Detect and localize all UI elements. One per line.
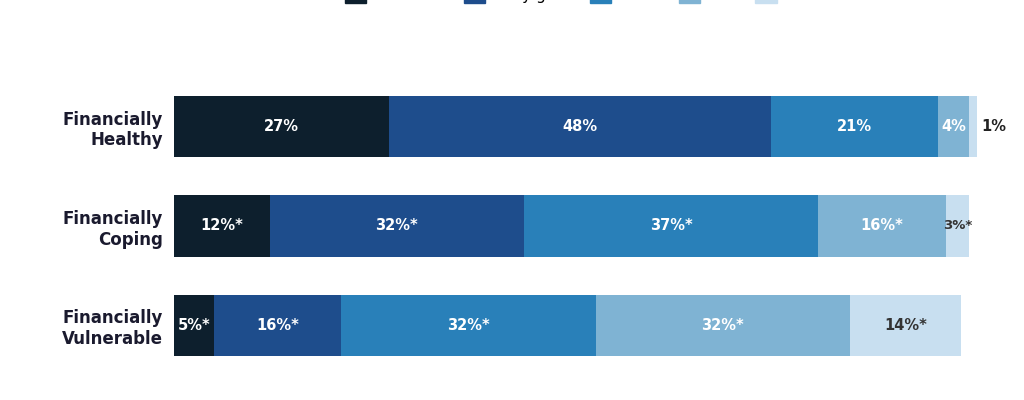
Text: 1%: 1%	[981, 119, 1007, 134]
Bar	[596, 294, 850, 356]
Text: 4%: 4%	[941, 119, 966, 134]
Bar	[850, 294, 962, 356]
Text: 3%*: 3%*	[943, 220, 972, 232]
Bar	[174, 96, 389, 158]
Text: 5%*: 5%*	[177, 318, 210, 333]
Bar	[389, 96, 771, 158]
Bar	[341, 294, 596, 356]
Bar	[214, 294, 341, 356]
Text: 16%*: 16%*	[256, 318, 299, 333]
Text: 32%*: 32%*	[701, 318, 744, 333]
Bar	[938, 96, 970, 158]
Bar	[970, 96, 977, 158]
Text: 27%: 27%	[264, 119, 299, 134]
Text: 16%*: 16%*	[860, 218, 903, 234]
Bar	[174, 294, 214, 356]
Bar	[771, 96, 938, 158]
Text: 32%*: 32%*	[447, 318, 489, 333]
Bar	[524, 195, 818, 257]
Text: 14%*: 14%*	[885, 318, 927, 333]
Text: 21%: 21%	[837, 119, 871, 134]
Bar	[818, 195, 945, 257]
Bar	[174, 195, 269, 257]
Bar	[269, 195, 524, 257]
Legend: Excellent, Very good, Good, Fair, Poor: Excellent, Very good, Good, Fair, Poor	[339, 0, 828, 9]
Text: 32%*: 32%*	[376, 218, 418, 234]
Text: 37%*: 37%*	[650, 218, 692, 234]
Text: 12%*: 12%*	[201, 218, 244, 234]
Bar	[945, 195, 970, 257]
Text: 48%: 48%	[562, 119, 597, 134]
